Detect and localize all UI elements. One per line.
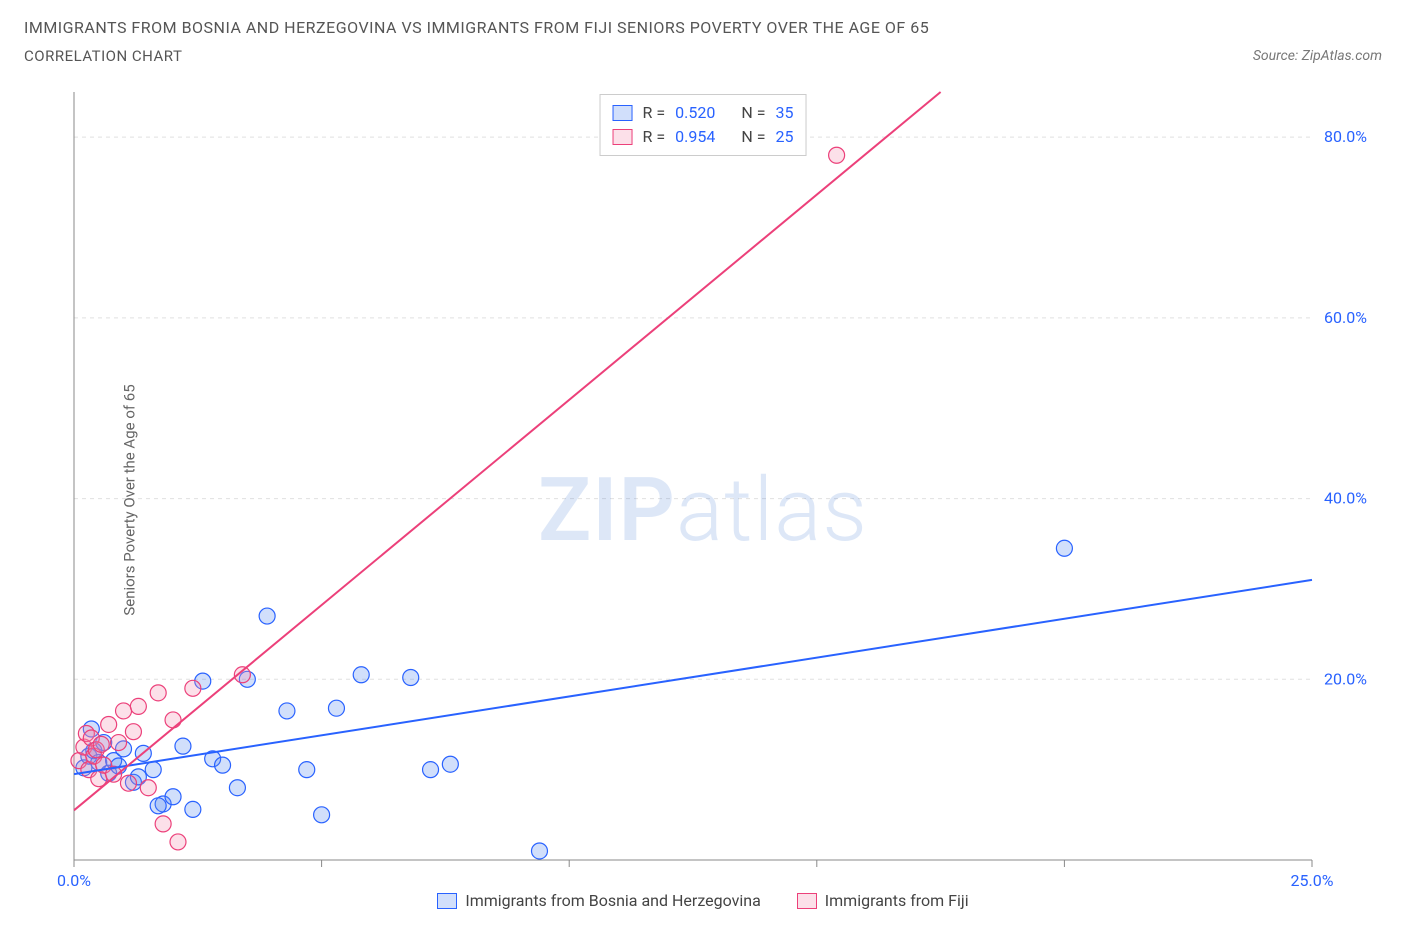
series-legend: Immigrants from Bosnia and Herzegovina I… — [24, 891, 1382, 910]
legend-item-0: Immigrants from Bosnia and Herzegovina — [437, 891, 760, 910]
swatch-icon — [797, 893, 817, 909]
stats-row-series-1: R = 0.954 N = 25 — [613, 125, 794, 149]
r-prefix: R = — [643, 101, 666, 125]
svg-text:80.0%: 80.0% — [1324, 127, 1367, 146]
svg-text:60.0%: 60.0% — [1324, 308, 1367, 327]
legend-label-1: Immigrants from Fiji — [825, 891, 969, 910]
n-prefix: N = — [741, 101, 765, 125]
correlation-stats-legend: R = 0.520 N = 35 R = 0.954 N = 25 — [600, 94, 807, 156]
subtitle-row: CORRELATION CHART Source: ZipAtlas.com — [24, 47, 1382, 65]
scatter-chart: 20.0% 40.0% 60.0% 80.0% 0.0% 25.0% — [24, 90, 1382, 910]
swatch-icon — [437, 893, 457, 909]
svg-text:0.0%: 0.0% — [57, 871, 91, 890]
chart-subtitle: CORRELATION CHART — [24, 47, 182, 65]
n-value-0: 35 — [775, 101, 793, 125]
swatch-icon — [613, 105, 633, 121]
legend-label-0: Immigrants from Bosnia and Herzegovina — [465, 891, 760, 910]
svg-text:40.0%: 40.0% — [1324, 489, 1367, 508]
source-credit: Source: ZipAtlas.com — [1253, 48, 1382, 64]
chart-header: IMMIGRANTS FROM BOSNIA AND HERZEGOVINA V… — [0, 0, 1406, 73]
swatch-icon — [613, 129, 633, 145]
r-prefix: R = — [643, 125, 666, 149]
stats-row-series-0: R = 0.520 N = 35 — [613, 101, 794, 125]
svg-text:25.0%: 25.0% — [1291, 871, 1334, 890]
r-value-0: 0.520 — [675, 101, 715, 125]
chart-title: IMMIGRANTS FROM BOSNIA AND HERZEGOVINA V… — [24, 18, 1382, 37]
svg-text:20.0%: 20.0% — [1324, 669, 1367, 688]
y-axis-label: Seniors Poverty Over the Age of 65 — [121, 384, 139, 615]
chart-container: Seniors Poverty Over the Age of 65 ZIPat… — [24, 90, 1382, 910]
n-prefix: N = — [741, 125, 765, 149]
n-value-1: 25 — [775, 125, 793, 149]
legend-item-1: Immigrants from Fiji — [797, 891, 969, 910]
r-value-1: 0.954 — [675, 125, 715, 149]
